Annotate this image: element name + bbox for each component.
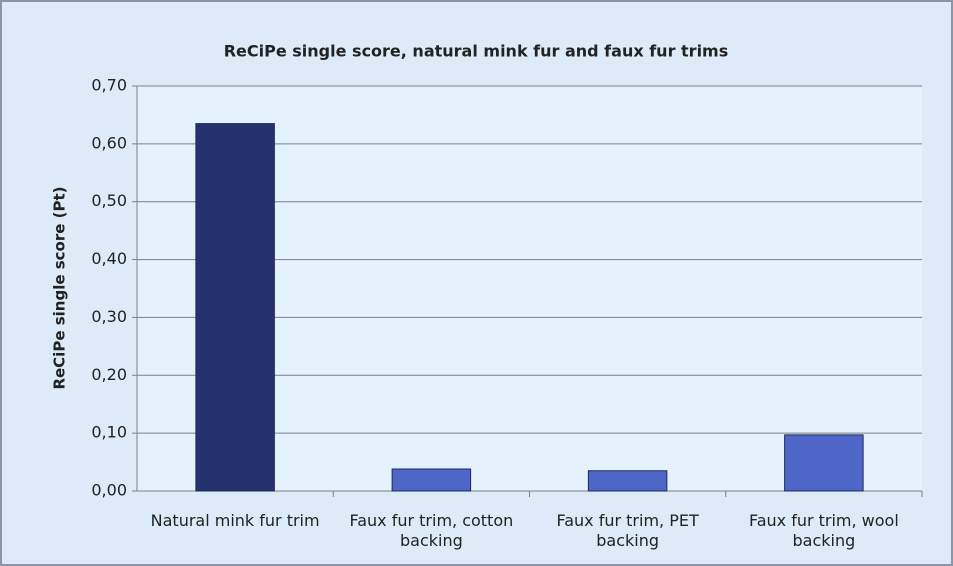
bar xyxy=(391,468,472,492)
bar xyxy=(587,470,668,492)
y-tick-label: 0,40 xyxy=(91,249,127,268)
chart-title: ReCiPe single score, natural mink fur an… xyxy=(224,42,729,61)
bar xyxy=(195,123,275,492)
x-tick-label: Faux fur trim, PET backing xyxy=(556,511,699,550)
y-tick-label: 0,10 xyxy=(91,423,127,442)
y-tick-label: 0,20 xyxy=(91,365,127,384)
bar xyxy=(784,434,864,492)
y-tick-label: 0,50 xyxy=(91,191,127,210)
y-tick-label: 0,00 xyxy=(91,481,127,500)
x-tick-label: Faux fur trim, cotton backing xyxy=(349,511,514,550)
y-tick-label: 0,30 xyxy=(91,307,127,326)
y-tick-label: 0,70 xyxy=(91,76,127,95)
x-tick-label: Faux fur trim, wool backing xyxy=(748,511,899,550)
y-axis-label: ReCiPe single score (Pt) xyxy=(51,186,69,389)
x-tick-label: Natural mink fur trim xyxy=(150,511,320,530)
y-tick-label: 0,60 xyxy=(91,133,127,152)
